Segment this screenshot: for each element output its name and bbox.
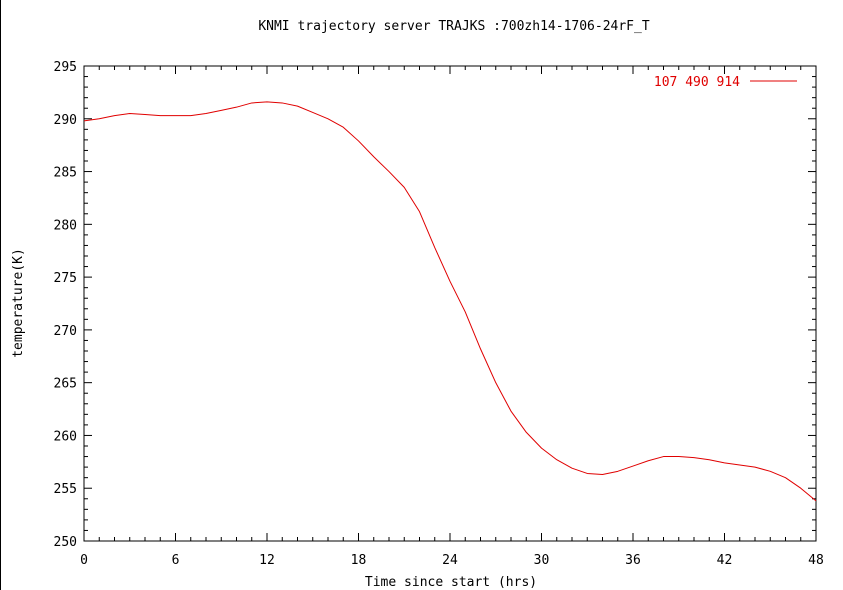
x-tick-label: 0	[80, 553, 88, 568]
x-tick-label: 24	[442, 553, 458, 568]
x-tick-label: 6	[172, 553, 180, 568]
plot-frame	[83, 65, 817, 542]
y-axis-label: temperature(K)	[11, 248, 26, 358]
y-tick-label: 290	[54, 113, 77, 128]
x-axis-label: Time since start (hrs)	[365, 575, 537, 590]
window-left-edge	[0, 0, 1, 590]
y-tick-label: 275	[54, 271, 77, 286]
axis-ticks	[83, 65, 817, 542]
y-tick-label: 285	[54, 166, 77, 181]
chart-title: KNMI trajectory server TRAJKS :700zh14-1…	[258, 19, 650, 34]
y-tick-label: 250	[54, 535, 77, 550]
axis-tick-labels: 0 6 12 18 24 30 36 42 48 250 255 260 265 270 275 280 285…	[54, 60, 824, 568]
y-tick-label: 265	[54, 377, 77, 392]
y-tick-label: 280	[54, 218, 77, 233]
x-tick-label: 36	[625, 553, 641, 568]
x-tick-label: 30	[534, 553, 550, 568]
legend-label: 107 490 914	[654, 75, 740, 90]
y-tick-label: 295	[54, 60, 77, 75]
y-tick-label: 270	[54, 324, 77, 339]
x-tick-label: 42	[717, 553, 733, 568]
series-line-0	[83, 101, 817, 502]
x-tick-label: 18	[351, 553, 367, 568]
x-tick-label: 48	[808, 553, 824, 568]
legend: 107 490 914	[654, 75, 797, 90]
y-tick-label: 255	[54, 482, 77, 497]
series-layer	[83, 101, 817, 502]
x-tick-label: 12	[259, 553, 275, 568]
y-tick-label: 260	[54, 429, 77, 444]
